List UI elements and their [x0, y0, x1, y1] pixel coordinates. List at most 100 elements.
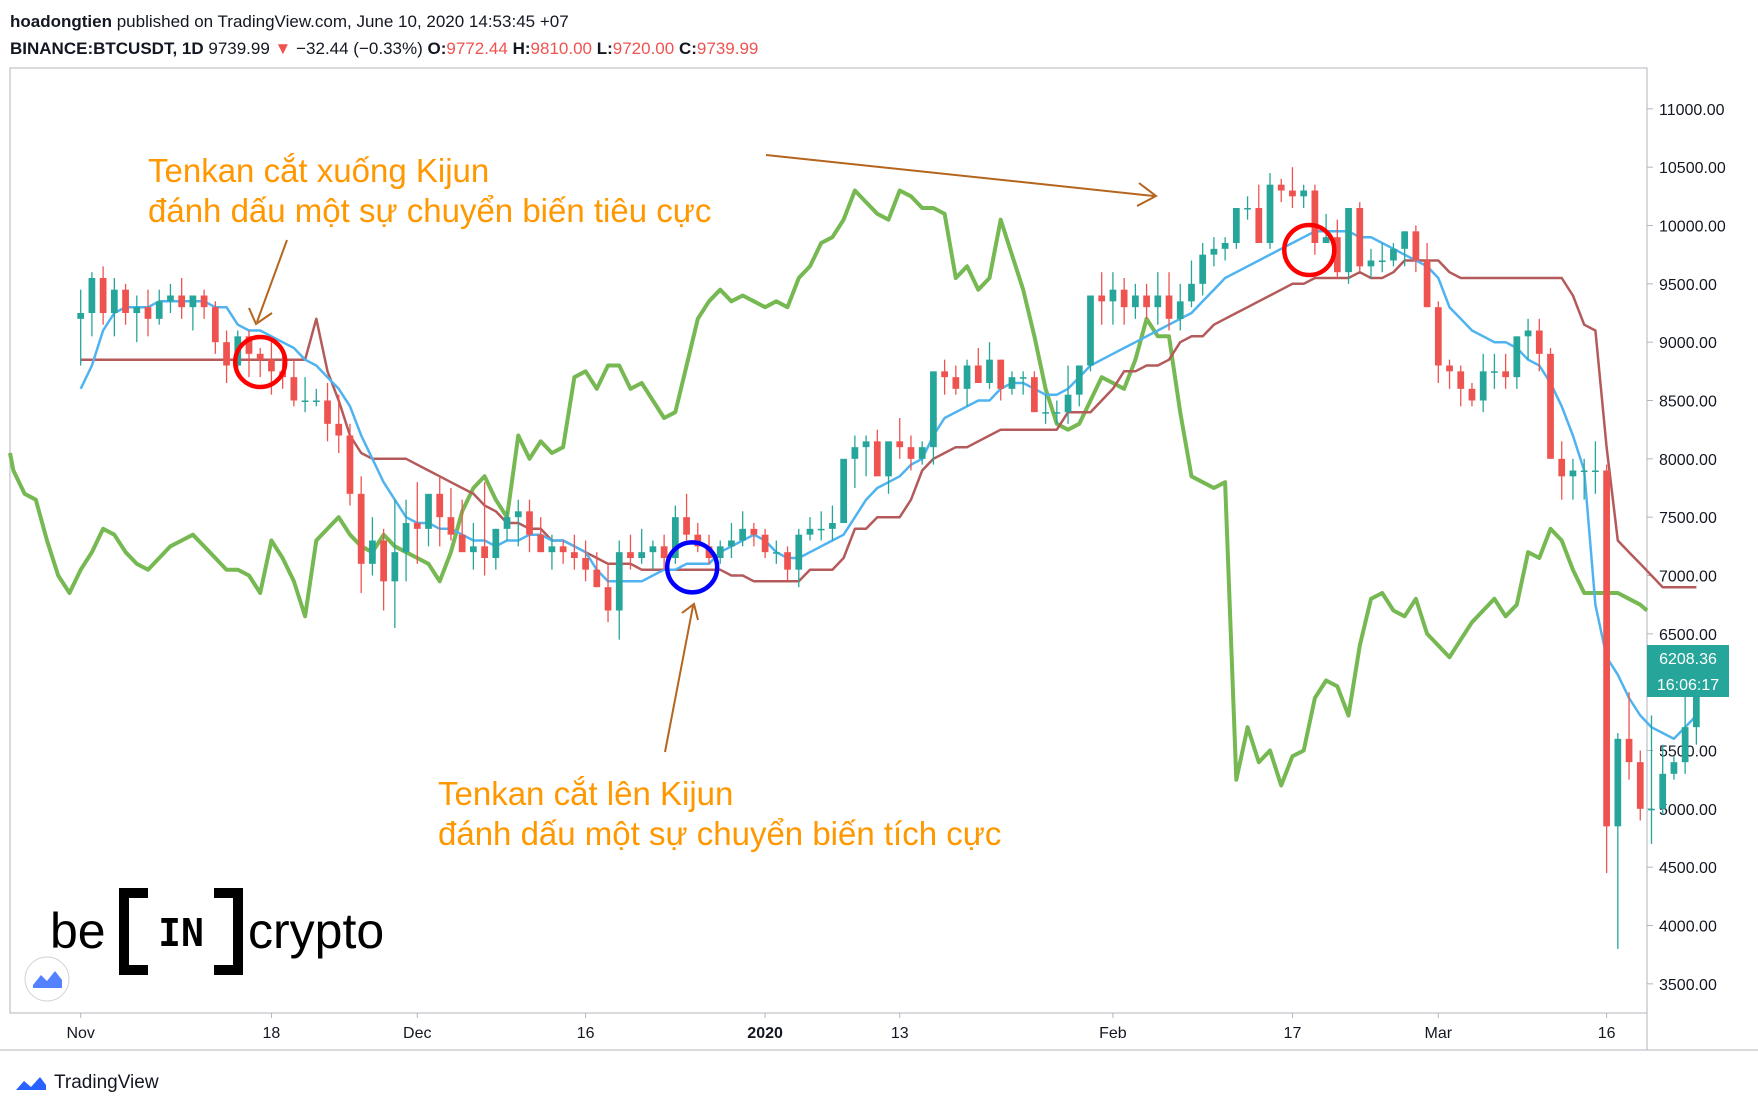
- candle-body: [1356, 208, 1364, 267]
- y-tick-label: 8500.00: [1659, 394, 1717, 411]
- y-tick-label: 8000.00: [1659, 452, 1717, 469]
- candle: [1075, 365, 1083, 407]
- publish-line: hoadongtien published on TradingView.com…: [10, 8, 758, 35]
- candle-body: [1614, 738, 1622, 827]
- candle-body: [1188, 283, 1195, 302]
- candle-body: [369, 540, 376, 564]
- candle-body: [492, 528, 500, 558]
- candle-body: [133, 307, 141, 313]
- candle: [1468, 383, 1476, 407]
- candle-body: [537, 534, 545, 553]
- candle-body: [335, 423, 343, 436]
- candle-body: [716, 546, 724, 558]
- candle: [1322, 213, 1330, 243]
- x-tick-label: 16: [1598, 1025, 1616, 1042]
- candle: [683, 493, 690, 541]
- y-tick-label: 5000.00: [1659, 802, 1717, 819]
- bearish-cross-circle: [232, 334, 288, 390]
- candle-body: [1659, 773, 1667, 809]
- candle: [1244, 196, 1251, 220]
- candle-body: [873, 441, 881, 477]
- candle-body: [806, 528, 814, 535]
- candle: [357, 476, 365, 593]
- candle-body: [1468, 388, 1476, 401]
- candle-body: [470, 546, 477, 553]
- candle-body: [77, 313, 85, 319]
- candle-body: [1513, 336, 1521, 378]
- candle: [312, 388, 320, 407]
- candle: [1614, 733, 1622, 949]
- candle: [1300, 184, 1308, 208]
- x-tick-label: Nov: [66, 1025, 94, 1042]
- candle: [1255, 184, 1263, 243]
- candles: [77, 167, 1700, 949]
- candle: [1042, 394, 1049, 424]
- candle: [806, 517, 814, 541]
- candle: [851, 435, 859, 488]
- candle: [1109, 272, 1117, 325]
- candle-body: [1434, 307, 1442, 366]
- bearish-annotation-line2: đánh dấu một sự chuyển biến tiêu cực: [148, 192, 711, 229]
- candle-body: [840, 458, 848, 523]
- candle-body: [1401, 231, 1409, 249]
- candle-body: [425, 493, 432, 529]
- plot-area[interactable]: [9, 67, 1648, 1014]
- bullish-annotation-line1: Tenkan cắt lên Kijun: [438, 775, 733, 812]
- candle: [1625, 692, 1633, 780]
- candle-body: [1232, 208, 1240, 243]
- candle-body: [1670, 762, 1678, 774]
- candle: [1648, 715, 1655, 844]
- x-tick-label: 17: [1284, 1025, 1302, 1042]
- candle-body: [223, 342, 230, 366]
- candle-body: [683, 517, 690, 535]
- candle-body: [1479, 371, 1487, 401]
- last-price: 9739.99: [208, 39, 270, 58]
- candle-body: [851, 447, 859, 459]
- high-value: 9810.00: [530, 39, 592, 58]
- candle: [1188, 260, 1195, 308]
- candle-body: [559, 546, 567, 553]
- candle: [638, 528, 646, 564]
- candle-body: [312, 400, 320, 402]
- x-tick-label: 2020: [747, 1025, 783, 1042]
- chikou-line: [8, 188, 1649, 788]
- candle-body: [1087, 295, 1094, 366]
- candle: [795, 528, 803, 588]
- tradingview-footer[interactable]: TradingView: [14, 1072, 159, 1094]
- candle: [369, 517, 376, 576]
- candle: [1423, 243, 1431, 308]
- candle-body: [1378, 260, 1386, 262]
- candle: [615, 540, 623, 640]
- candle-body: [761, 534, 769, 553]
- price-badge: 6208.36: [1647, 645, 1729, 671]
- candle: [1221, 237, 1229, 261]
- open-value: 9772.44: [446, 39, 508, 58]
- symbol-label[interactable]: BINANCE:BTCUSDT, 1D: [10, 39, 204, 58]
- candle-body: [324, 400, 331, 424]
- candle-body: [268, 359, 275, 372]
- candle: [256, 348, 264, 378]
- author-name[interactable]: hoadongtien: [10, 12, 112, 31]
- candle: [772, 540, 780, 564]
- candle: [425, 493, 432, 547]
- candle: [1232, 208, 1240, 249]
- candle-body: [930, 371, 937, 448]
- candle-body: [413, 523, 421, 529]
- candle-body: [1648, 808, 1655, 811]
- candle: [907, 435, 915, 471]
- candle-body: [1120, 289, 1128, 308]
- candle-body: [885, 441, 892, 477]
- candle: [1547, 348, 1554, 459]
- candle-body: [1681, 727, 1689, 763]
- candle: [930, 371, 937, 465]
- candle-body: [99, 278, 107, 313]
- candle: [1031, 371, 1038, 413]
- candle: [458, 499, 466, 553]
- candle-body: [1367, 260, 1375, 267]
- y-tick-label: 7000.00: [1659, 569, 1717, 586]
- candle: [1064, 365, 1072, 424]
- candle-body: [122, 289, 129, 313]
- candle: [1491, 353, 1498, 389]
- candle: [492, 528, 500, 570]
